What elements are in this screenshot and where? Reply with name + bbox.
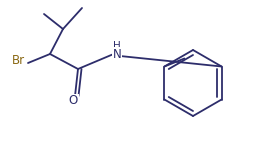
Text: N: N: [113, 47, 121, 60]
Text: H: H: [113, 41, 121, 51]
Text: Br: Br: [11, 54, 24, 67]
Text: O: O: [68, 94, 78, 107]
